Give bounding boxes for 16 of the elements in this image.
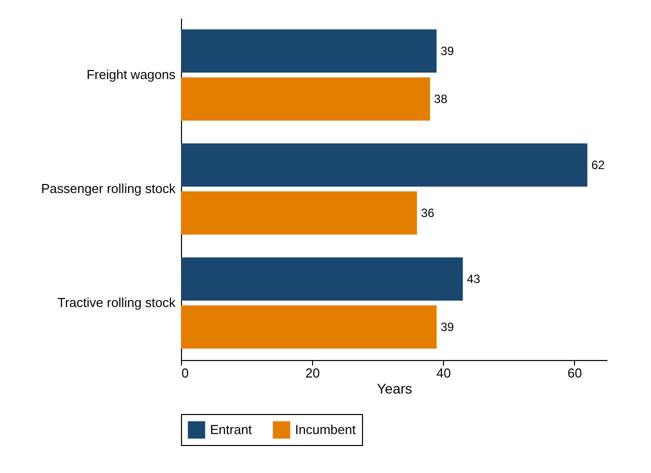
x-tick-label: 0 [182,366,189,380]
data-label: 62 [591,158,606,172]
data-label: 39 [440,44,454,58]
y-tick-label: Passenger rolling stock [41,181,176,196]
data-label: 39 [440,320,454,334]
x-tick-label: 20 [305,366,320,380]
data-label: 36 [420,206,435,220]
legend-label: Incumbent [295,422,356,437]
x-tick-label: 60 [567,366,582,380]
y-tick-label: Freight wagons [86,67,176,82]
legend-label: Entrant [210,422,252,437]
x-tick-label: 40 [436,366,451,380]
data-label: 43 [466,272,480,286]
data-label: 38 [434,92,448,106]
x-axis-title: Years [376,380,412,396]
y-tick-label: Tractive rolling stock [58,295,176,310]
